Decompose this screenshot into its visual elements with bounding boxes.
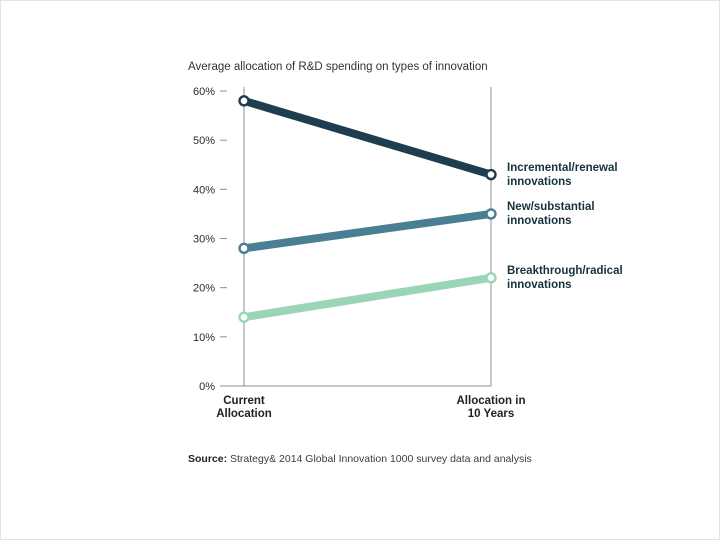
data-point-marker — [238, 311, 250, 323]
series-label: Incremental/renewal innovations — [507, 161, 618, 188]
y-tick-label: 10% — [193, 332, 215, 344]
y-tick-label: 20% — [193, 283, 215, 295]
slope-chart-svg: 0% 10% 20% 30% 40% 50% 60% — [193, 86, 497, 393]
y-tick-label: 40% — [193, 184, 215, 196]
data-point-marker — [238, 242, 250, 255]
source-note: Source: Strategy& 2014 Global Innovation… — [188, 453, 532, 465]
series-label: New/substantial innovations — [507, 200, 595, 227]
chart-area: 0% 10% 20% 30% 40% 50% 60% Incremental/renewal… — [186, 81, 719, 441]
source-label: Source: — [188, 453, 228, 465]
y-tick-label: 50% — [193, 135, 215, 147]
chart-title: Average allocation of R&D spending on ty… — [188, 61, 488, 73]
source-text: Strategy& 2014 Global Innovation 1000 su… — [227, 453, 532, 465]
y-tick-label: 0% — [199, 381, 215, 393]
series-line — [242, 97, 493, 179]
data-point-marker — [485, 272, 497, 284]
data-point-marker — [485, 168, 497, 181]
series-line — [243, 273, 492, 322]
series-label: Breakthrough/radical innovations — [507, 264, 623, 291]
data-point-marker — [238, 95, 250, 107]
y-tick-label: 30% — [193, 234, 215, 246]
category-label: Allocation in 10 Years — [456, 395, 526, 420]
data-point-marker — [485, 208, 497, 220]
category-label: Current Allocation — [216, 395, 272, 420]
y-tick-label: 60% — [193, 86, 215, 98]
series-line — [243, 209, 492, 253]
